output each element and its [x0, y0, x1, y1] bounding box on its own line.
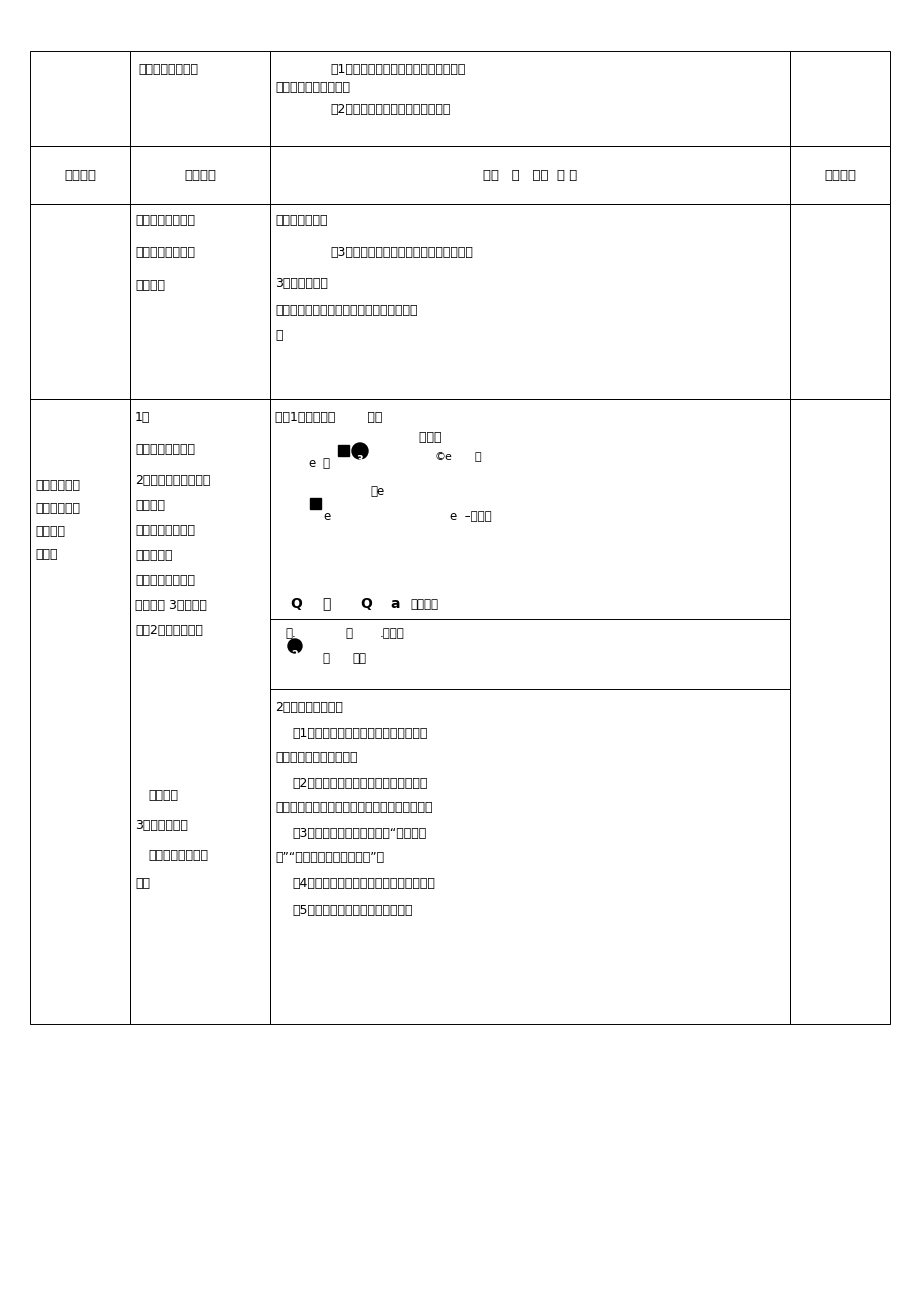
Text: 备: 备 [275, 329, 282, 342]
Text: 2、队形提出要求：右: 2、队形提出要求：右 [135, 474, 210, 487]
Text: 同时，注意观察其他组的学生的传接棒的方式。: 同时，注意观察其他组的学生的传接棒的方式。 [275, 801, 432, 814]
Text: 整理运动: 整理运动 [135, 278, 165, 291]
Text: 得出正确传接棒的: 得出正确传接棒的 [148, 850, 208, 863]
Text: 因”“如何提高传接棒的速度”。: 因”“如何提高传接棒的速度”。 [275, 851, 384, 864]
Text: 四肢运动体侧运动: 四肢运动体侧运动 [138, 62, 198, 75]
Bar [30, 146, 130, 204]
Bar [789, 204, 889, 399]
Text: 鼻.: 鼻. [285, 627, 295, 640]
Text: 师做四个八拍。: 师做四个八拍。 [275, 213, 327, 226]
Text: 鼻: 鼻 [322, 652, 329, 665]
Text: 3、预期目标：: 3、预期目标： [275, 277, 327, 290]
Text: 修: 修 [474, 451, 482, 462]
Text: 课的内容: 课的内容 [184, 169, 216, 182]
Bar [269, 146, 789, 204]
Bar [130, 51, 269, 146]
Text: 手交接棒: 手交接棒 [135, 500, 165, 513]
Bar [269, 204, 789, 399]
Bar [789, 399, 889, 1024]
Bar [337, 445, 348, 455]
Circle shape [352, 444, 368, 459]
Text: 2: 2 [290, 650, 298, 660]
Text: 动作要领及练习要求。: 动作要领及练习要求。 [275, 81, 349, 94]
Text: （5）学生按结论进行试验练习，验: （5）学生按结论进行试验练习，验 [291, 904, 412, 917]
Text: （3）教师叫口令，观察学生，提示动作。: （3）教师叫口令，观察学生，提示动作。 [330, 246, 472, 259]
Text: 组织队伍：成练习: 组织队伍：成练习 [135, 444, 195, 455]
Bar [269, 51, 789, 146]
Text: （2）教师领学生练习，学生模仳老: （2）教师领学生练习，学生模仳老 [330, 103, 450, 116]
Bar [130, 146, 269, 204]
Text: 方法: 方法 [135, 877, 150, 890]
Text: 习：2、集中队伍：: 习：2、集中队伍： [135, 624, 203, 637]
Text: 图）：: 图）： [275, 431, 441, 444]
Text: （4）教师对讨论的结果进行总结和归纳。: （4）教师对讨论的结果进行总结和归纳。 [291, 877, 435, 890]
Text: （2）学生先练习一次迎面接力，练习的: （2）学生先练习一次迎面接力，练习的 [291, 777, 427, 790]
Text: Q: Q [359, 597, 371, 611]
Bar [789, 51, 889, 146]
Text: 3、试验练习：: 3、试验练习： [135, 820, 187, 833]
Text: ©e: ©e [435, 451, 452, 462]
Text: 修e: 修e [369, 485, 384, 498]
Bar [130, 399, 269, 1024]
Text: 体转运动腹背运动: 体转运动腹背运动 [135, 213, 195, 226]
Text: 总结经验: 总结经验 [148, 788, 177, 801]
Text: 鼻: 鼻 [345, 627, 352, 640]
Bar [130, 204, 269, 399]
Text: 立，随后讲解安全要求。: 立，随后讲解安全要求。 [275, 751, 357, 764]
Text: .以备款: .以备款 [380, 627, 404, 640]
Text: 一起跑线: 一起跑线 [410, 598, 437, 611]
Text: Q: Q [289, 597, 301, 611]
Text: 三、1、练习队形        （如: 三、1、练习队形 （如 [275, 411, 382, 424]
Text: e: e [323, 510, 330, 523]
Text: 全身运动跳跃运动: 全身运动跳跃运动 [135, 246, 195, 259]
Text: 3: 3 [356, 455, 362, 464]
Text: 接棒直线跑: 接棒直线跑 [135, 549, 173, 562]
Text: 活动关节，舒展肌肉群，为较大强度运动准: 活动关节，舒展肌肉群，为较大强度运动准 [275, 304, 417, 317]
Text: 同学路线 3、组织练: 同学路线 3、组织练 [135, 598, 207, 611]
Text: 试验练习总结
经验得出正确
的传接棒
的方法: 试验练习总结 经验得出正确 的传接棒 的方法 [35, 479, 80, 561]
Text: （3）教师集中学生进行讨论“失利的原: （3）教师集中学生进行讨论“失利的原 [291, 827, 425, 840]
Circle shape [288, 639, 301, 653]
Bar [30, 51, 130, 146]
Text: 指导   与   练习  方 法: 指导 与 练习 方 法 [482, 169, 576, 182]
Text: e: e [308, 457, 315, 470]
Bar [30, 399, 130, 1024]
Text: 学习阶段: 学习阶段 [64, 169, 96, 182]
Bar [269, 399, 789, 1024]
Text: 。够: 。够 [352, 652, 366, 665]
Text: 教学随想: 教学随想 [823, 169, 855, 182]
Text: 2、教与学的方法：: 2、教与学的方法： [275, 701, 343, 714]
Text: 不阻挡迎面跑来的: 不阻挡迎面跑来的 [135, 574, 195, 587]
Text: a: a [390, 597, 399, 611]
Bar [310, 498, 321, 509]
Bar [789, 146, 889, 204]
Text: （1）教师示范动作一个八拍，同时讲解: （1）教师示范动作一个八拍，同时讲解 [330, 62, 465, 75]
Text: 鼻: 鼻 [322, 597, 330, 611]
Bar [30, 204, 130, 399]
Text: 接棒前不起跑不抛: 接棒前不起跑不抛 [135, 524, 195, 537]
Text: （1）教师先组织学生如上图所示队形站: （1）教师先组织学生如上图所示队形站 [291, 727, 427, 740]
Text: 1、: 1、 [135, 411, 150, 424]
Text: e  –预备线: e –预备线 [449, 510, 491, 523]
Text: 管: 管 [322, 457, 329, 470]
